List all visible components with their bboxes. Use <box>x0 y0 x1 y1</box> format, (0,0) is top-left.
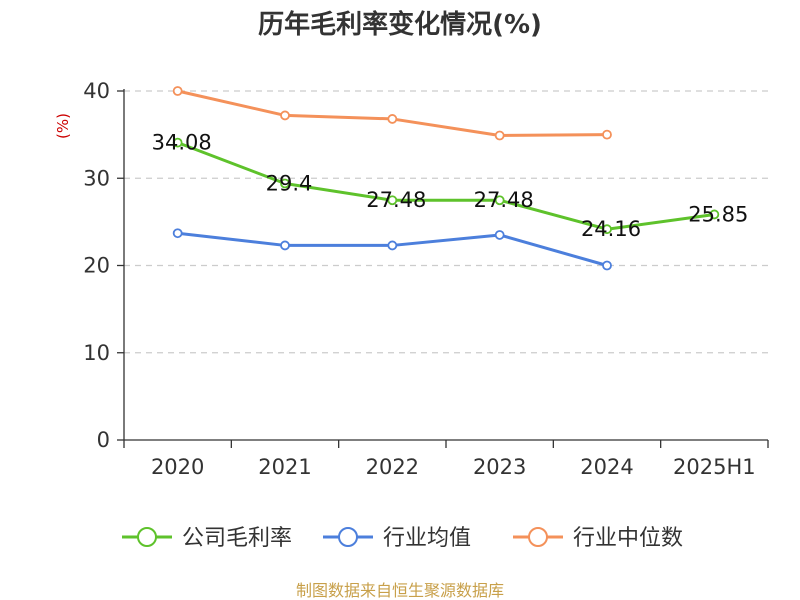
chart-title: 历年毛利率变化情况(%) <box>258 9 542 40</box>
data-point <box>172 137 183 148</box>
data-label: 24.16 <box>581 217 641 241</box>
data-point <box>387 114 398 124</box>
legend-marker-0 <box>137 527 157 547</box>
x-tick-label: 2025H1 <box>673 455 756 479</box>
legend-marker-2 <box>528 527 548 547</box>
series-line-2 <box>177 89 608 137</box>
data-point <box>280 240 290 251</box>
data-label: 34.08 <box>152 131 212 155</box>
data-point <box>602 129 612 140</box>
data-point <box>387 195 398 206</box>
y-tick-label: 10 <box>83 341 110 365</box>
data-label: 27.48 <box>366 188 426 212</box>
data-label: 27.48 <box>474 188 534 212</box>
data-point <box>280 178 290 189</box>
data-label: 25.85 <box>688 202 748 226</box>
data-point <box>172 86 183 96</box>
x-tick-labels: 2020 2021 2022 2023 2024 2025H1 <box>151 455 756 479</box>
data-label: 29.4 <box>266 171 313 195</box>
legend-marker-1 <box>338 527 358 547</box>
data-point <box>494 195 505 206</box>
legend-label-0: 公司毛利率 <box>182 526 292 551</box>
legend-label-1: 行业均值 <box>383 526 471 551</box>
data-point <box>494 130 505 141</box>
x-tick-label: 2022 <box>366 455 419 479</box>
y-tick-label: 40 <box>83 79 110 103</box>
series-line-0 <box>177 141 715 231</box>
y-tick-label: 20 <box>83 254 110 278</box>
data-point <box>602 260 612 271</box>
legend[interactable]: 公司毛利率 行业均值 行业中位数 <box>122 526 683 551</box>
y-tick-label: 30 <box>83 166 110 190</box>
data-point <box>387 240 398 251</box>
x-tick-label: 2020 <box>151 455 204 479</box>
axes <box>117 89 769 448</box>
series-lines <box>172 86 720 271</box>
data-labels: 34.08 29.4 27.48 27.48 24.16 25.85 <box>152 131 749 242</box>
y-tick-labels: 0 10 20 30 40 <box>83 79 110 452</box>
legend-label-2: 行业中位数 <box>573 526 683 551</box>
data-point <box>172 228 183 239</box>
data-point <box>602 224 612 235</box>
x-tick-label: 2021 <box>258 455 311 479</box>
data-point <box>494 230 505 240</box>
source-note: 制图数据来自恒生聚源数据库 <box>296 581 504 600</box>
y-axis-unit: (%) <box>54 113 72 139</box>
grid-lines <box>124 90 768 354</box>
x-tick-label: 2023 <box>473 455 526 479</box>
y-tick-label: 0 <box>97 428 110 452</box>
data-point <box>709 209 720 220</box>
x-tick-label: 2024 <box>580 455 633 479</box>
data-point <box>280 110 290 121</box>
